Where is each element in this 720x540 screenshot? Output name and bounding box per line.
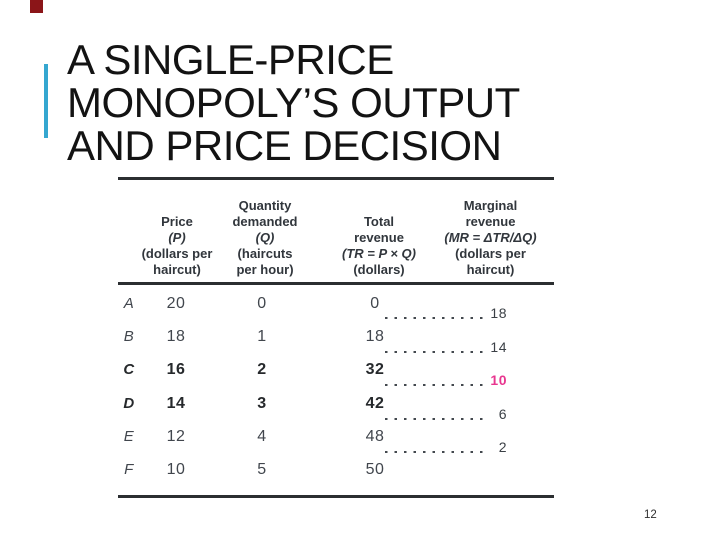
slide-title: A SINGLE-PRICE MONOPOLY’S OUTPUT AND PRI… bbox=[67, 38, 607, 167]
quantity-value: 5 bbox=[257, 461, 267, 478]
dotted-leader bbox=[385, 383, 484, 386]
marginal-revenue-value: 18 bbox=[490, 305, 507, 321]
table-rule-bottom bbox=[118, 495, 554, 498]
price-value: 18 bbox=[166, 328, 186, 345]
quantity-value: 0 bbox=[257, 295, 267, 312]
table-rule-top bbox=[118, 177, 554, 180]
marginal-revenue-row: 14 bbox=[385, 340, 507, 355]
row-letter: E bbox=[123, 428, 135, 445]
price-value: 14 bbox=[166, 395, 186, 412]
table-row: B 18 1 18 bbox=[115, 329, 560, 345]
marginal-revenue-row: 10 bbox=[385, 373, 507, 388]
price-value: 16 bbox=[166, 361, 186, 378]
marginal-revenue-value: 14 bbox=[490, 339, 507, 355]
header-line: (MR = ΔTR/ΔQ) bbox=[444, 230, 537, 245]
total-revenue-value: 32 bbox=[365, 361, 385, 378]
header-price: Price (P) (dollars per haircut) bbox=[127, 214, 227, 278]
header-line: Total bbox=[363, 214, 395, 229]
total-revenue-value: 48 bbox=[365, 428, 385, 445]
header-line: (dollars per bbox=[455, 246, 526, 261]
header-line: per hour) bbox=[236, 262, 294, 277]
quantity-value: 4 bbox=[257, 428, 267, 445]
total-revenue-value: 0 bbox=[370, 295, 380, 312]
table-row: E 12 4 48 bbox=[115, 429, 560, 445]
header-line: (TR = P × Q) bbox=[342, 246, 416, 261]
header-line: revenue bbox=[354, 230, 404, 245]
quantity-value: 1 bbox=[257, 328, 267, 345]
row-letter: B bbox=[123, 328, 135, 345]
marginal-revenue-row: 2 bbox=[385, 440, 507, 455]
total-revenue-value: 42 bbox=[365, 395, 385, 412]
row-letter: F bbox=[124, 461, 134, 478]
title-line: MONOPOLY’S OUTPUT bbox=[67, 79, 520, 126]
header-line: demanded bbox=[232, 214, 298, 229]
header-line: Quantity bbox=[238, 198, 292, 213]
table-row: D 14 3 42 bbox=[115, 396, 560, 412]
dotted-leader bbox=[385, 350, 484, 353]
marginal-revenue-value: 10 bbox=[490, 372, 507, 388]
row-letter: A bbox=[123, 295, 135, 312]
dotted-leader bbox=[385, 417, 484, 420]
title-line: A SINGLE-PRICE bbox=[67, 36, 394, 83]
header-line: (dollars) bbox=[353, 262, 405, 277]
header-line: haircut) bbox=[153, 262, 201, 277]
total-revenue-value: 18 bbox=[365, 328, 385, 345]
row-letter: D bbox=[123, 395, 135, 412]
corner-mark bbox=[30, 0, 43, 13]
revenue-table: Price (P) (dollars per haircut) Quantity… bbox=[115, 170, 560, 510]
price-value: 12 bbox=[166, 428, 186, 445]
marginal-revenue-value: 6 bbox=[498, 406, 507, 422]
header-line: Price bbox=[161, 214, 193, 229]
header-line: Marginal bbox=[463, 198, 518, 213]
header-quantity-demanded: Quantity demanded (Q) (haircuts per hour… bbox=[213, 198, 317, 278]
marginal-revenue-value: 2 bbox=[498, 439, 507, 455]
price-value: 10 bbox=[166, 461, 186, 478]
header-line: revenue bbox=[465, 214, 516, 229]
title-accent-bar bbox=[44, 64, 48, 138]
row-letter: C bbox=[123, 361, 135, 378]
price-value: 20 bbox=[166, 295, 186, 312]
table-rule-header bbox=[118, 282, 554, 285]
total-revenue-value: 50 bbox=[365, 461, 385, 478]
table-row: C 16 2 32 bbox=[115, 362, 560, 378]
dotted-leader bbox=[385, 450, 484, 453]
marginal-revenue-row: 18 bbox=[385, 306, 507, 321]
title-line: AND PRICE DECISION bbox=[67, 122, 502, 169]
marginal-revenue-row: 6 bbox=[385, 407, 507, 422]
header-total-revenue: Total revenue (TR = P × Q) (dollars) bbox=[315, 214, 443, 278]
header-line: (P) bbox=[168, 230, 186, 245]
quantity-value: 3 bbox=[257, 395, 267, 412]
table-row: A 20 0 0 bbox=[115, 296, 560, 312]
page-number: 12 bbox=[644, 509, 657, 521]
header-line: (Q) bbox=[255, 230, 275, 245]
quantity-value: 2 bbox=[257, 361, 267, 378]
header-line: (dollars per bbox=[141, 246, 213, 261]
dotted-leader bbox=[385, 316, 484, 319]
header-marginal-revenue: Marginal revenue (MR = ΔTR/ΔQ) (dollars … bbox=[421, 198, 560, 278]
header-line: (haircuts bbox=[237, 246, 293, 261]
table-row: F 10 5 50 bbox=[115, 462, 560, 478]
header-line: haircut) bbox=[466, 262, 515, 277]
